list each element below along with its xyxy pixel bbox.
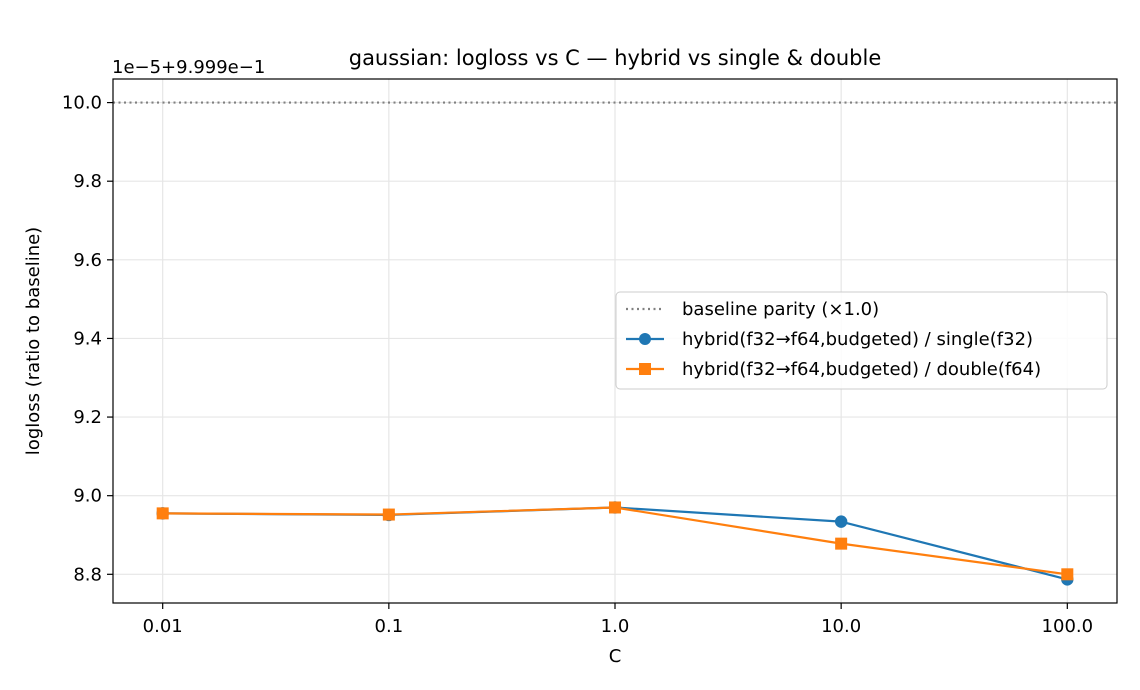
- y-axis: 8.8 9.0 9.2 9.4 9.6 9.8 10.0: [62, 93, 113, 585]
- series-1-point: [834, 515, 848, 528]
- y-offset-label: 1e−5+9.999e−1: [112, 57, 265, 78]
- y-tick-label: 8.8: [73, 564, 102, 585]
- x-axis-label: C: [609, 646, 622, 667]
- legend-baseline-label: baseline parity (×1.0): [682, 299, 879, 320]
- series-2-point: [835, 537, 848, 550]
- x-tick-label: 0.01: [143, 616, 183, 637]
- y-tick-label: 9.8: [73, 171, 102, 192]
- y-tick-label: 9.0: [73, 486, 102, 507]
- x-tick-label: 0.1: [375, 616, 404, 637]
- y-tick-label: 9.2: [73, 407, 102, 428]
- legend-series-2-marker: [639, 363, 651, 375]
- x-tick-label: 1.0: [601, 616, 630, 637]
- y-axis-label: logloss (ratio to baseline): [23, 227, 44, 455]
- x-tick-label: 100.0: [1042, 616, 1094, 637]
- x-axis: 0.01 0.1 1.0 10.0 100.0: [143, 603, 1093, 637]
- legend-frame: [615, 291, 1108, 390]
- chart-title: gaussian: logloss vs C — hybrid vs singl…: [349, 46, 882, 70]
- series-layer: [156, 501, 1074, 586]
- y-tick-label: 9.4: [73, 328, 102, 349]
- series-2-point: [609, 501, 621, 514]
- x-tick-label: 10.0: [821, 616, 861, 637]
- legend-series-2-label: hybrid(f32→f64,budgeted) / double(f64): [682, 359, 1041, 380]
- series-2: [156, 501, 1074, 581]
- y-tick-label: 10.0: [62, 93, 102, 114]
- series-2-point: [382, 508, 395, 521]
- legend-series-1-marker: [639, 333, 651, 345]
- legend: baseline parity (×1.0) hybrid(f32→f64,bu…: [615, 291, 1108, 390]
- series-2-point: [1061, 568, 1074, 581]
- series-2-point: [156, 507, 169, 520]
- y-tick-label: 9.6: [73, 250, 102, 271]
- legend-series-1-label: hybrid(f32→f64,budgeted) / single(f32): [682, 329, 1033, 350]
